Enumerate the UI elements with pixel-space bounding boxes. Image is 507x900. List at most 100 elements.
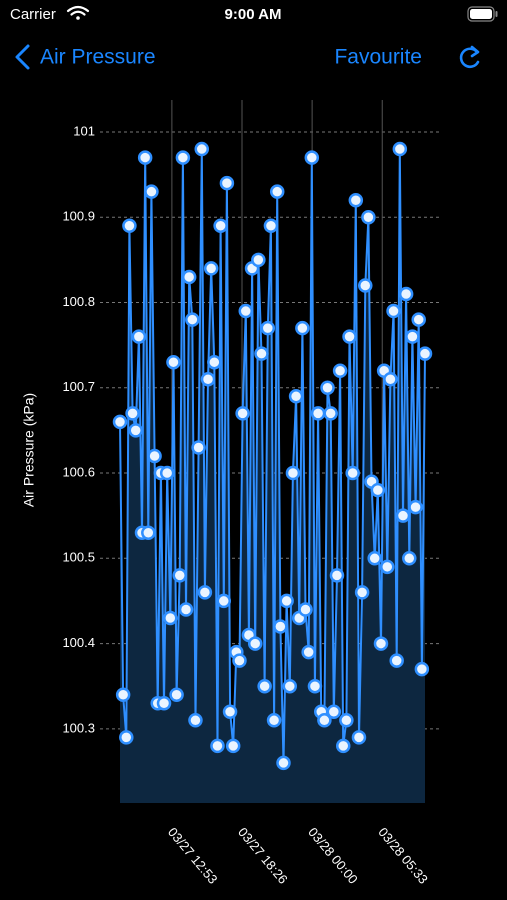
point <box>417 346 433 361</box>
favourite-button[interactable]: Favourite <box>334 46 422 69</box>
point <box>131 329 147 344</box>
point <box>386 303 401 319</box>
point <box>128 423 143 438</box>
point <box>402 551 417 566</box>
line <box>119 149 426 763</box>
point <box>260 320 276 336</box>
point <box>361 210 376 225</box>
point <box>115 687 131 702</box>
clock: 9:00 AM <box>225 6 282 23</box>
point <box>266 713 282 728</box>
point <box>194 141 210 157</box>
point <box>332 363 348 378</box>
point <box>288 389 304 404</box>
wifi-icon <box>66 5 90 20</box>
point <box>185 312 200 327</box>
point <box>395 508 411 523</box>
point <box>207 354 222 370</box>
point <box>335 738 351 754</box>
point <box>392 141 408 157</box>
point <box>345 465 360 481</box>
point <box>282 678 298 694</box>
point <box>310 406 326 421</box>
y-tick-label: 100.5 <box>62 550 95 565</box>
point <box>137 150 153 165</box>
point <box>216 593 232 609</box>
point <box>367 551 382 566</box>
point <box>222 704 238 720</box>
point <box>166 354 181 370</box>
point <box>273 619 288 634</box>
point <box>156 695 172 711</box>
y-axis-label: Air Pressure (kPa) <box>21 393 37 507</box>
point <box>351 730 367 745</box>
point <box>169 687 184 702</box>
point <box>373 636 389 651</box>
point <box>257 678 272 694</box>
refresh-button[interactable] <box>459 45 480 69</box>
point <box>141 525 156 540</box>
point <box>247 636 263 651</box>
point <box>326 704 342 720</box>
point <box>269 184 285 199</box>
point <box>307 678 323 694</box>
point <box>295 320 310 336</box>
y-tick-label: 100.4 <box>62 635 95 650</box>
point <box>172 568 187 583</box>
point <box>232 653 247 668</box>
point <box>398 286 414 302</box>
point <box>235 406 250 421</box>
point <box>112 414 128 430</box>
back-button[interactable]: Air Pressure <box>40 46 156 69</box>
point <box>175 150 191 165</box>
point <box>263 218 279 234</box>
point <box>301 644 316 660</box>
point <box>329 568 345 583</box>
point <box>370 482 386 498</box>
point <box>178 602 194 617</box>
point <box>298 602 313 617</box>
point <box>339 713 354 728</box>
point <box>380 559 395 575</box>
point <box>358 278 373 293</box>
point <box>276 755 291 771</box>
point <box>191 440 206 455</box>
y-tick-label: 100.8 <box>62 294 95 309</box>
point <box>225 738 241 754</box>
point <box>125 406 140 421</box>
y-tick-label: 100.7 <box>62 379 95 394</box>
point <box>285 465 301 481</box>
point <box>122 218 137 234</box>
point <box>163 610 178 626</box>
point <box>279 593 294 609</box>
point <box>254 346 269 361</box>
point <box>213 218 228 234</box>
y-tick-label: 100.6 <box>62 464 95 479</box>
point <box>411 312 426 327</box>
point <box>219 175 235 191</box>
point <box>238 303 254 319</box>
point <box>159 465 175 481</box>
point <box>203 261 219 276</box>
point <box>200 372 216 387</box>
point <box>389 653 404 668</box>
point <box>323 406 338 421</box>
point <box>354 585 370 600</box>
point <box>317 713 332 728</box>
point <box>181 269 197 285</box>
back-chevron[interactable] <box>15 44 30 70</box>
y-tick-label: 100.9 <box>62 209 95 224</box>
point <box>144 184 159 199</box>
point <box>320 380 335 396</box>
point <box>304 150 320 165</box>
point <box>119 730 134 745</box>
y-tick-label: 101 <box>73 123 95 138</box>
point <box>147 448 162 464</box>
point <box>342 329 357 344</box>
point <box>408 499 423 515</box>
point <box>405 329 420 344</box>
point <box>210 738 225 754</box>
point <box>348 192 364 208</box>
